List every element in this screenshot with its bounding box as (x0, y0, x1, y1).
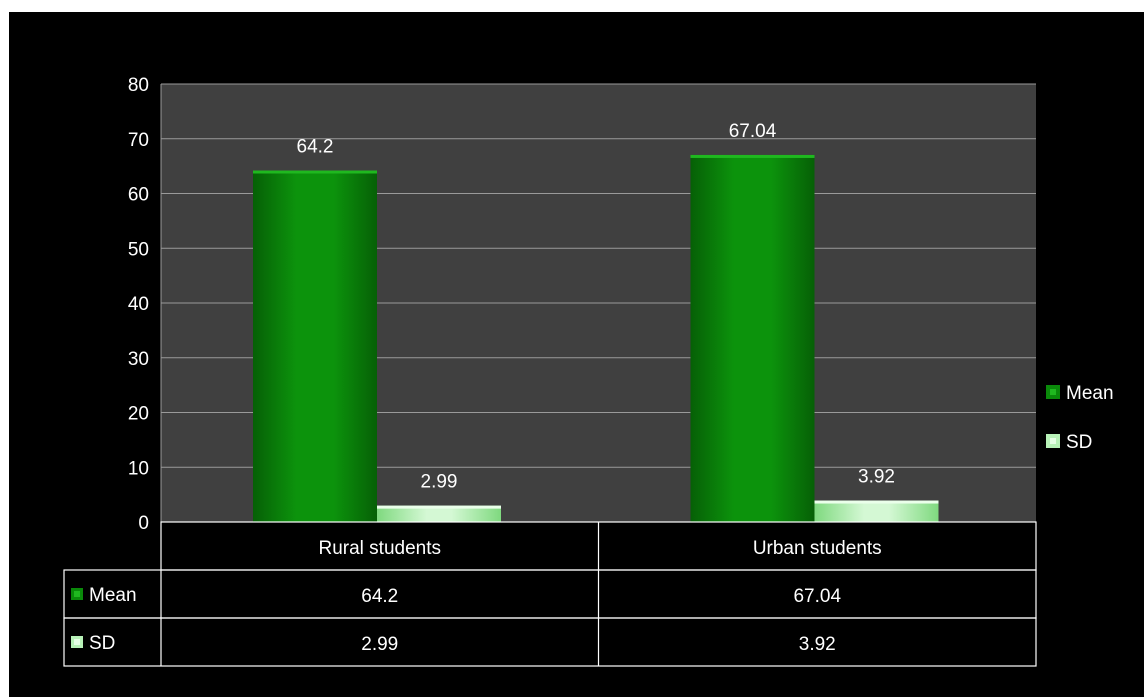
bar-top-highlight (814, 500, 939, 504)
legend-swatch-inner (1050, 389, 1056, 395)
table-cell: 3.92 (799, 634, 836, 655)
y-tick-label: 20 (128, 404, 149, 425)
y-tick-label: 0 (138, 513, 149, 534)
table-row-sd (63, 617, 1037, 667)
legend-swatch-inner (1050, 438, 1056, 444)
bar-top-highlight (690, 154, 815, 158)
chart-svg: 0 10 20 30 40 50 60 70 80 64.2 67.04 2.99 3.92 Rural… (63, 75, 1114, 667)
chart-frame: 0 10 20 30 40 50 60 70 80 64.2 67.04 2.99 3.92 Rural… (9, 12, 1144, 697)
y-tick-label: 30 (128, 349, 149, 370)
table-cell: 2.99 (361, 634, 398, 655)
legend-label: Mean (1066, 383, 1114, 404)
legend-label: SD (1066, 432, 1092, 453)
table-legend-swatch-inner (74, 591, 80, 597)
bar-sd-0 (377, 505, 501, 522)
table-category-header: Rural students (318, 538, 441, 559)
data-label: 67.04 (729, 121, 777, 142)
data-label: 3.92 (858, 467, 895, 488)
table-cell: 67.04 (793, 586, 841, 607)
bar-sd-1 (814, 500, 939, 522)
table-series-name: SD (89, 633, 115, 654)
plot-area: 0 10 20 30 40 50 60 70 80 64.2 67.04 2.99 3.92 (128, 75, 1036, 534)
y-tick-label: 40 (128, 294, 149, 315)
y-tick-label: 60 (128, 185, 149, 206)
table-legend-swatch-inner (74, 639, 80, 645)
y-tick-label: 50 (128, 239, 149, 260)
bar-top-highlight (377, 505, 501, 509)
bar-mean-1 (690, 154, 815, 522)
y-tick-label: 80 (128, 75, 149, 96)
legend: Mean SD (1046, 383, 1114, 453)
table-category-header: Urban students (753, 538, 882, 559)
table-row-mean (63, 569, 1037, 619)
y-tick-label: 10 (128, 458, 149, 479)
y-tick-label: 70 (128, 130, 149, 151)
data-label: 64.2 (297, 137, 334, 158)
data-table: Rural students Urban students Mean 64.2 67.0… (63, 521, 1037, 667)
data-label: 2.99 (421, 472, 458, 493)
bar-top-highlight (253, 170, 377, 174)
bar-mean-0 (253, 170, 377, 522)
table-cell: 64.2 (361, 586, 398, 607)
table-series-name: Mean (89, 585, 137, 606)
